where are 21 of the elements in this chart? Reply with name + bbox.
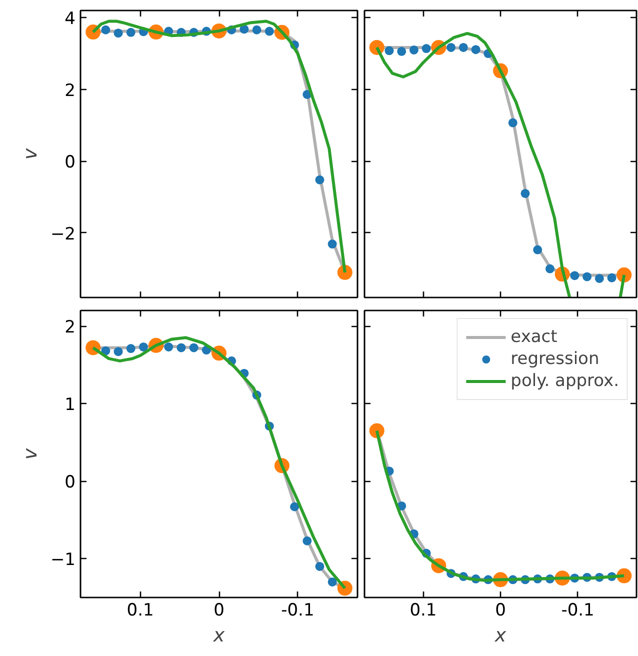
x-axis-title: x	[494, 624, 507, 646]
legend-label: exact	[510, 327, 558, 347]
x-tick-label: 0	[214, 600, 224, 620]
y-tick-label: −2	[50, 224, 76, 244]
x-axis-title: x	[212, 624, 226, 646]
y-tick-label: 1	[64, 395, 76, 416]
legend-label: regression	[510, 349, 600, 369]
x-tick-label: -0.1	[561, 600, 594, 620]
y-tick-label: −1	[50, 550, 76, 570]
x-tick-label: 0	[495, 600, 506, 620]
y-tick-label: 4	[64, 9, 76, 30]
x-tick-label: -0.1	[281, 600, 314, 620]
y-axis-title: v	[19, 148, 42, 160]
y-axis-title: v	[19, 448, 42, 460]
y-tick-label: 0	[64, 152, 76, 173]
y-tick-label: 2	[64, 80, 76, 101]
x-tick-label: 0.1	[410, 600, 437, 620]
y-tick-label: 0	[64, 472, 76, 493]
y-tick-label: 2	[64, 318, 76, 338]
legend-label: poly. approx.	[510, 371, 619, 391]
x-tick-label: 0.1	[126, 600, 154, 620]
